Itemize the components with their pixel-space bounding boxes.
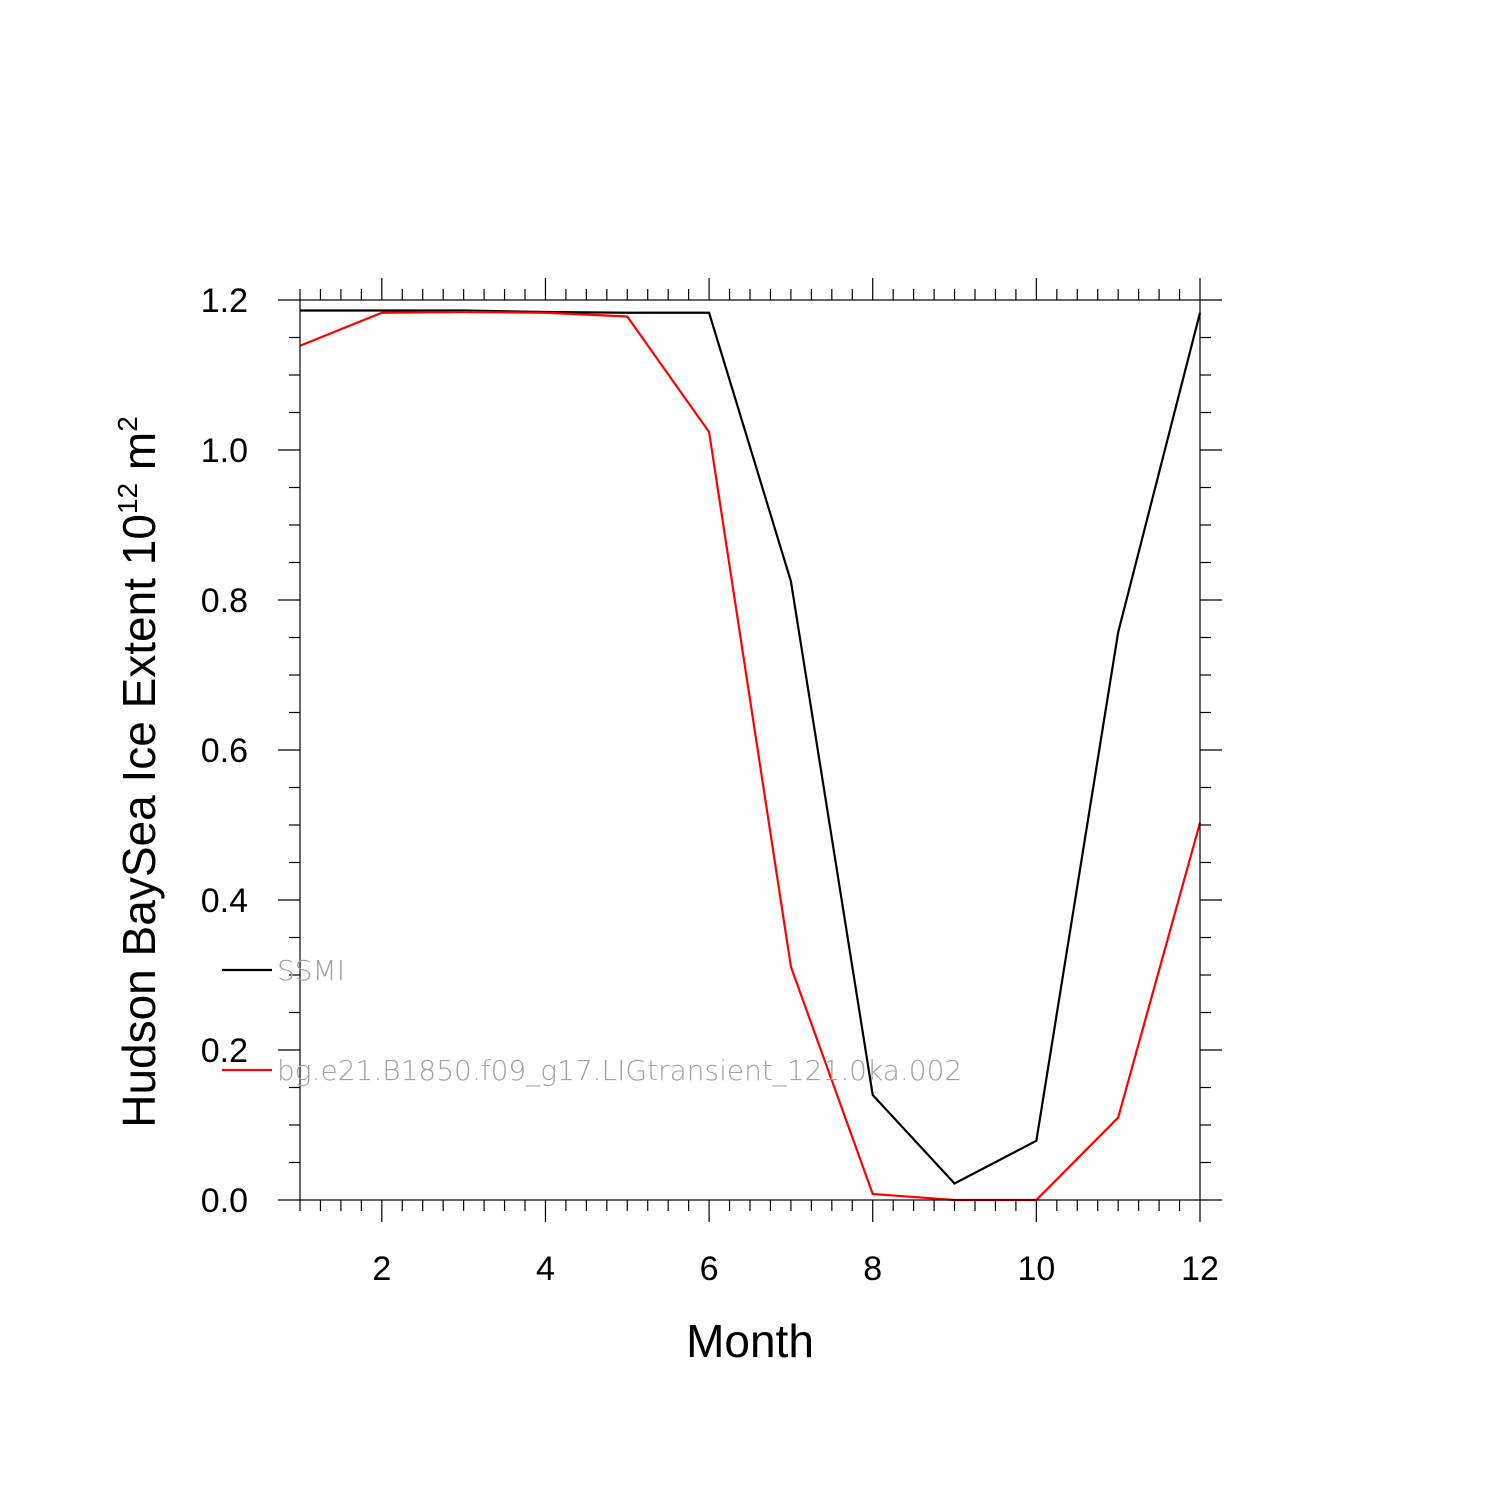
y-tick-label: 0.4 (201, 882, 248, 920)
y-axis-title-main: Hudson BaySea Ice Extent 10 (113, 514, 165, 1128)
legend: SSMI bg.e21.B1850.f09_g17.LIGtransient_1… (222, 954, 962, 1088)
plot-frame (299, 299, 1201, 1201)
svg-text:Hudson BaySea Ice Extent 1012: Hudson BaySea Ice Extent 1012 m2 (112, 416, 165, 1128)
legend-label-ssmi: SSMI (277, 954, 345, 987)
x-axis-title: Month (686, 1315, 814, 1367)
x-tick-label: 2 (372, 1250, 391, 1288)
y-tick-label: 0.6 (201, 732, 248, 770)
y-axis-title-unit: m (113, 432, 165, 483)
y-tick-label: 0.2 (201, 1032, 248, 1070)
x-tick-label: 6 (700, 1250, 719, 1288)
y-tick-label: 0.8 (201, 582, 248, 620)
y-axis-title-unit-exponent: 2 (112, 416, 143, 432)
x-tick-label: 8 (863, 1250, 882, 1288)
legend-label-ligtransient: bg.e21.B1850.f09_g17.LIGtransient_121.0k… (277, 1054, 962, 1088)
axis-ticks (278, 278, 1222, 1222)
series-line-ligtransient (299, 310, 1202, 1202)
x-tick-label: 10 (1017, 1250, 1055, 1288)
y-tick-label: 1.2 (201, 282, 248, 320)
y-axis-title: Hudson BaySea Ice Extent 1012 m2 (112, 416, 165, 1128)
y-tick-label: 0.0 (201, 1182, 248, 1220)
y-tick-label: 1.0 (201, 432, 248, 470)
series-lines (299, 309, 1202, 1202)
y-axis-title-exponent: 12 (112, 483, 143, 514)
x-tick-label: 12 (1181, 1250, 1219, 1288)
x-tick-label: 4 (536, 1250, 555, 1288)
series-line-ssmi (300, 309, 1202, 1185)
tick-labels: 2 4 6 8 10 12 0.0 0.2 0.4 0.6 0.8 1.0 1.2 (201, 282, 1219, 1288)
